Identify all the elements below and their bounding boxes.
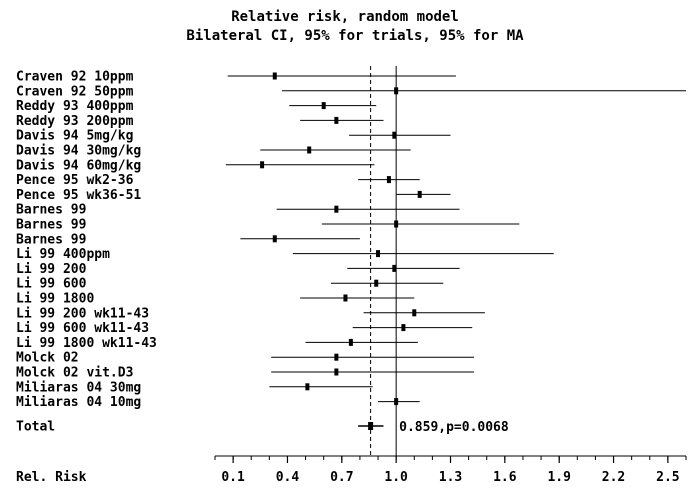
tick-label: 2.5 bbox=[656, 470, 679, 485]
study-label: Li 99 1800 wk11-43 bbox=[16, 336, 157, 351]
tick-label: 0.4 bbox=[276, 470, 300, 485]
study-label: Molck 02 bbox=[16, 351, 79, 366]
point-estimate bbox=[392, 131, 397, 139]
point-estimate bbox=[394, 87, 399, 95]
point-estimate bbox=[321, 102, 326, 110]
total-label: Total bbox=[16, 420, 55, 435]
study-label: Barnes 99 bbox=[16, 218, 86, 233]
study-label: Li 99 400ppm bbox=[16, 247, 110, 262]
study-label: Miliaras 04 30mg bbox=[16, 380, 141, 395]
study-label: Li 99 200 wk11-43 bbox=[16, 306, 149, 321]
point-estimate bbox=[348, 338, 353, 346]
point-estimate bbox=[343, 294, 348, 302]
point-estimate bbox=[412, 309, 417, 317]
study-label: Miliaras 04 10mg bbox=[16, 395, 141, 410]
study-label: Davis 94 30mg/kg bbox=[16, 144, 141, 159]
point-estimate bbox=[417, 190, 422, 198]
study-label: Li 99 600 bbox=[16, 277, 87, 292]
tick-label: 0.1 bbox=[221, 470, 245, 485]
total-point-estimate bbox=[368, 422, 374, 430]
tick-label: 1.0 bbox=[384, 470, 408, 485]
point-estimate bbox=[334, 116, 339, 124]
point-estimate bbox=[334, 368, 339, 376]
study-label: Reddy 93 200ppm bbox=[16, 114, 134, 129]
tick-label: 1.6 bbox=[493, 470, 517, 485]
tick-label: 2.2 bbox=[602, 470, 625, 485]
study-label: Reddy 93 400ppm bbox=[16, 99, 134, 114]
point-estimate bbox=[272, 72, 277, 80]
point-estimate bbox=[374, 279, 379, 287]
chart-subtitle: Bilateral CI, 95% for trials, 95% for MA bbox=[186, 28, 524, 44]
total-row: Total 0.859,p=0.0068 bbox=[16, 420, 509, 436]
study-label: Craven 92 10ppm bbox=[16, 70, 134, 85]
point-estimate bbox=[260, 161, 265, 169]
study-label: Li 99 1800 bbox=[16, 292, 94, 307]
point-estimate bbox=[376, 250, 381, 258]
study-label: Li 99 200 bbox=[16, 262, 87, 277]
study-label: Craven 92 50ppm bbox=[16, 84, 134, 99]
study-label: Barnes 99 bbox=[16, 203, 86, 218]
total-result-text: 0.859,p=0.0068 bbox=[399, 420, 509, 435]
x-axis-ticks: 0.1 0.4 0.7 1.0 1.3 1.6 1.9 2.2 2.5 bbox=[214, 456, 687, 485]
study-label: Pence 95 wk2-36 bbox=[16, 173, 134, 188]
study-label: Davis 94 60mg/kg bbox=[16, 158, 141, 173]
point-estimate bbox=[401, 324, 406, 332]
study-label: Li 99 600 wk11-43 bbox=[16, 321, 149, 336]
study-label: Pence 95 wk36-51 bbox=[16, 188, 141, 203]
point-estimate bbox=[334, 353, 339, 361]
point-estimate bbox=[386, 176, 391, 184]
tick-label: 0.7 bbox=[330, 470, 353, 485]
point-estimate bbox=[394, 220, 399, 228]
point-estimate bbox=[305, 383, 310, 391]
point-estimate bbox=[272, 235, 277, 243]
point-estimate bbox=[307, 146, 312, 154]
tick-label: 1.9 bbox=[547, 470, 570, 485]
point-estimate bbox=[394, 398, 399, 406]
study-label: Molck 02 vit.D3 bbox=[16, 366, 133, 381]
study-label: Davis 94 5mg/kg bbox=[16, 129, 133, 144]
point-estimate bbox=[334, 205, 339, 213]
x-axis-label: Rel. Risk bbox=[16, 470, 87, 485]
chart-title: Relative risk, random model bbox=[231, 9, 459, 25]
study-label: Barnes 99 bbox=[16, 232, 86, 247]
point-estimate bbox=[392, 264, 397, 272]
tick-label: 1.3 bbox=[439, 470, 462, 485]
